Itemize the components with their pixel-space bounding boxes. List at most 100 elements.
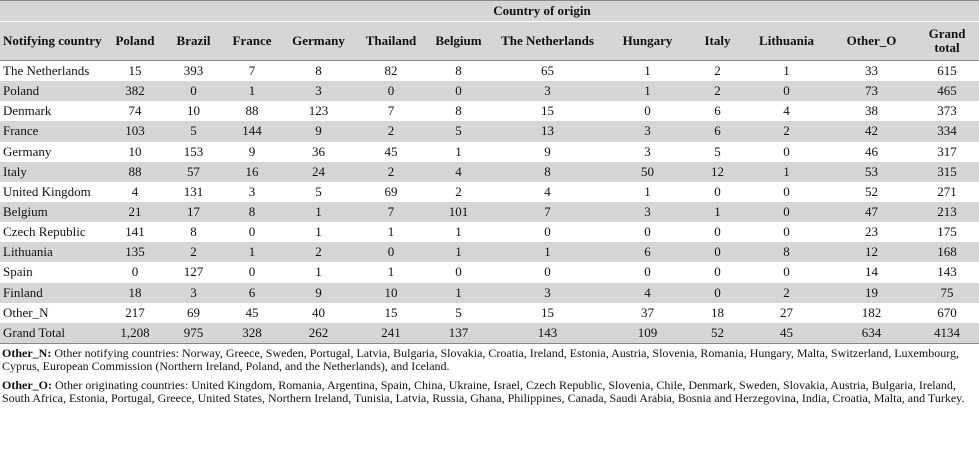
- cell: 0: [455, 83, 462, 99]
- cell: 109: [637, 324, 658, 340]
- cell: 0: [544, 224, 551, 240]
- row-label: Spain: [3, 264, 33, 280]
- cell: 393: [183, 63, 204, 79]
- table-body: The Netherlands 15 393 7 8 82 8 65 1 2 1 33 615 Polan…: [0, 61, 979, 344]
- cell: 3: [315, 83, 322, 99]
- cell: 0: [387, 83, 395, 99]
- cell: 143: [537, 324, 558, 340]
- cell: 143: [937, 264, 957, 280]
- cell: 8: [315, 63, 322, 79]
- cell: 0: [783, 204, 790, 220]
- table-row: Italy 88 57 16 24 2 4 8 50 12 1 53 315: [0, 161, 979, 182]
- cell: 0: [248, 224, 256, 240]
- cell: 1: [455, 224, 462, 240]
- cell: 52: [711, 324, 724, 340]
- column-header: Germany: [282, 21, 355, 61]
- column-header: Other_O: [828, 21, 915, 61]
- cell: 45: [245, 304, 259, 320]
- cell: 33: [865, 63, 878, 79]
- column-header: Italy: [690, 21, 745, 61]
- table-row: Other_N 217 69 45 40 15 5 15 37 18 27 182 670: [0, 303, 979, 323]
- cell: 9: [544, 143, 551, 159]
- cell: 175: [937, 224, 957, 240]
- cell: 4: [544, 183, 551, 199]
- column-header: Lithuania: [745, 21, 828, 61]
- cell: 14: [865, 264, 878, 280]
- cell: 2: [714, 83, 721, 99]
- cell: 0: [714, 183, 721, 199]
- row-label: United Kingdom: [3, 183, 91, 199]
- cell: 0: [714, 264, 721, 280]
- cell: 38: [865, 103, 878, 119]
- cell: 1: [644, 183, 651, 199]
- cell: 0: [190, 83, 197, 99]
- cell: 0: [783, 183, 790, 199]
- cell: 153: [183, 143, 204, 159]
- cell: 15: [128, 63, 142, 79]
- cell: 10: [384, 284, 398, 300]
- cell: 0: [455, 264, 462, 280]
- cell: 328: [242, 324, 262, 340]
- cell: 1: [455, 143, 462, 159]
- cell: 2: [783, 123, 790, 139]
- title-row: Country of origin: [0, 0, 979, 22]
- cell: 1: [783, 63, 790, 79]
- cell: 615: [937, 63, 957, 79]
- column-header: Thailand: [355, 21, 427, 61]
- cell: 334: [937, 123, 957, 139]
- cell: 0: [783, 83, 790, 99]
- footnote-text: Other originating countries: United King…: [2, 377, 965, 405]
- cell: 213: [937, 204, 957, 220]
- cell: 262: [308, 324, 329, 340]
- row-label: Belgium: [3, 204, 48, 220]
- cell: 18: [128, 284, 142, 300]
- cell: 5: [455, 123, 462, 139]
- cell: 8: [455, 63, 462, 79]
- cell: 1: [387, 224, 395, 240]
- cell: 1: [455, 284, 462, 300]
- cell: 10: [187, 103, 200, 119]
- cell: 0: [714, 284, 721, 300]
- cell: 975: [183, 324, 204, 340]
- cell: 9: [315, 284, 322, 300]
- cell: 9: [248, 143, 256, 159]
- cell: 131: [183, 183, 204, 199]
- footnote-label: Other_O:: [2, 377, 52, 392]
- cell: 16: [245, 163, 259, 179]
- cell: 4: [644, 284, 651, 300]
- column-header: France: [222, 21, 282, 61]
- cell: 17: [187, 204, 200, 220]
- row-label: Czech Republic: [3, 224, 86, 240]
- cell: 9: [315, 123, 322, 139]
- cell: 1: [714, 204, 721, 220]
- cell: 7: [544, 204, 551, 220]
- cell: 135: [125, 244, 145, 260]
- cell: 3: [644, 204, 651, 220]
- row-label: Denmark: [3, 103, 52, 119]
- cell: 7: [387, 103, 395, 119]
- cell: 1: [315, 224, 322, 240]
- table-row: Denmark 74 10 88 123 7 8 15 0 6 4 38 373: [0, 101, 979, 121]
- cell: 1: [315, 204, 322, 220]
- cell: 137: [448, 324, 469, 340]
- cell: 465: [937, 83, 957, 99]
- row-label: The Netherlands: [3, 63, 90, 79]
- cell: 47: [865, 204, 878, 220]
- cell: 82: [384, 63, 398, 79]
- cell: 7: [248, 63, 256, 79]
- cell: 12: [711, 163, 724, 179]
- cell: 8: [783, 244, 790, 260]
- row-label: Lithuania: [3, 244, 53, 260]
- cell: 45: [384, 143, 398, 159]
- cell: 6: [644, 244, 651, 260]
- cell: 2: [455, 183, 462, 199]
- cell: 74: [128, 103, 142, 119]
- cell: 23: [865, 224, 878, 240]
- column-header: Grand total: [915, 21, 979, 61]
- cell: 2: [714, 63, 721, 79]
- cell: 101: [448, 204, 469, 220]
- cell: 10: [128, 143, 142, 159]
- footnote: Other_O: Other originating countries: Un…: [2, 377, 977, 405]
- footnote-text: Other notifying countries: Norway, Greec…: [2, 345, 959, 373]
